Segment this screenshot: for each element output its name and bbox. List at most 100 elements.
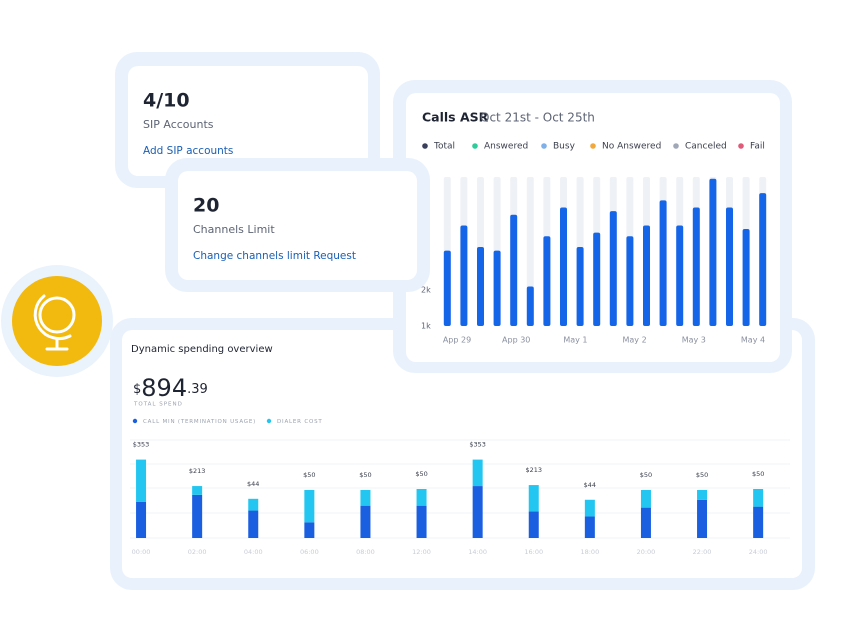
legend-label: Fail bbox=[750, 142, 765, 152]
bar bbox=[510, 214, 518, 326]
bar-annotation: $50 bbox=[359, 471, 371, 479]
legend-dot bbox=[132, 418, 138, 424]
globe-badge bbox=[12, 276, 102, 366]
bar-segment bbox=[360, 505, 371, 538]
currency: $ bbox=[133, 382, 141, 397]
channels-card bbox=[178, 171, 417, 280]
x-tick-label: 06:00 bbox=[300, 548, 319, 556]
bar-segment bbox=[136, 501, 147, 538]
bar-annotation: $213 bbox=[189, 467, 206, 475]
bar-annotation: $50 bbox=[752, 470, 764, 478]
bar-annotation: $50 bbox=[696, 471, 708, 479]
bar-segment bbox=[584, 516, 595, 538]
bar-annotation: $44 bbox=[247, 480, 259, 488]
x-tick-label: May 1 bbox=[563, 336, 587, 345]
amount: 894 bbox=[141, 374, 187, 402]
x-tick-label: 04:00 bbox=[244, 548, 263, 556]
legend-dot bbox=[422, 143, 428, 149]
bar-segment bbox=[584, 499, 595, 517]
globe-icon bbox=[33, 294, 76, 351]
bar bbox=[543, 236, 551, 326]
bar-segment bbox=[416, 489, 427, 506]
legend-label: Canceled bbox=[685, 142, 727, 152]
x-tick-label: 08:00 bbox=[356, 548, 375, 556]
bar-segment bbox=[753, 489, 764, 507]
bar bbox=[726, 207, 733, 326]
x-tick-label: 00:00 bbox=[132, 548, 151, 556]
bar-segment bbox=[304, 522, 315, 538]
bar-annotation: $353 bbox=[469, 441, 486, 449]
legend-label: DIALER COST bbox=[277, 419, 323, 425]
total-label: TOTAL SPEND bbox=[133, 402, 183, 408]
legend-dot bbox=[738, 143, 744, 149]
x-tick-label: May 2 bbox=[623, 336, 647, 345]
grid bbox=[130, 439, 790, 539]
bar bbox=[659, 200, 667, 326]
bar-segment bbox=[472, 486, 483, 538]
calls-chart: Total Answered Busy No Answered Canceled Fail… bbox=[421, 142, 767, 345]
bar-segment bbox=[416, 505, 427, 538]
card-value: 20 bbox=[193, 195, 219, 217]
sip-card bbox=[128, 66, 368, 176]
bar-annotation: $50 bbox=[303, 471, 315, 479]
bar bbox=[593, 232, 601, 326]
x-tick-label: 16:00 bbox=[524, 548, 543, 556]
bar bbox=[626, 236, 634, 326]
x-tick-label: 22:00 bbox=[693, 548, 712, 556]
bar-segment bbox=[248, 498, 259, 511]
bar bbox=[526, 286, 534, 326]
bar bbox=[493, 250, 501, 326]
x-tick-label: 18:00 bbox=[580, 548, 599, 556]
bar-segment bbox=[360, 489, 371, 506]
cents: .39 bbox=[187, 382, 208, 397]
x-tick-label: 14:00 bbox=[468, 548, 487, 556]
bar-segment bbox=[697, 499, 708, 538]
bar-segment bbox=[697, 489, 708, 500]
bar-annotation: $50 bbox=[640, 471, 652, 479]
card-link[interactable]: Change channels limit Request bbox=[193, 250, 356, 262]
bar-segment bbox=[192, 486, 203, 495]
legend-dot bbox=[541, 143, 547, 149]
bar-segment bbox=[528, 485, 539, 512]
spending-card bbox=[122, 330, 802, 578]
legend-label: No Answered bbox=[602, 142, 661, 152]
legend-label: Answered bbox=[484, 142, 528, 152]
card-label: SIP Accounts bbox=[143, 118, 214, 131]
card-label: Channels Limit bbox=[193, 223, 275, 236]
bar-segment bbox=[248, 510, 259, 538]
x-tick-label: May 4 bbox=[741, 336, 765, 345]
bar-segment bbox=[528, 511, 539, 538]
x-tick-label: 24:00 bbox=[749, 548, 768, 556]
bar-segment bbox=[640, 489, 651, 508]
bar-annotation: $50 bbox=[415, 470, 427, 478]
bar-segment bbox=[304, 489, 315, 523]
spending-title: Dynamic spending overview bbox=[131, 344, 273, 355]
bar bbox=[576, 247, 584, 326]
card-link[interactable]: Add SIP accounts bbox=[143, 145, 233, 157]
bar bbox=[692, 207, 700, 326]
bar bbox=[643, 225, 650, 326]
bar-annotation: $44 bbox=[584, 481, 596, 489]
bar-segment bbox=[753, 506, 764, 538]
total-spend: $894.39 bbox=[133, 374, 208, 402]
bar bbox=[460, 225, 468, 326]
x-tick-label: App 30 bbox=[502, 336, 530, 345]
bar-segment bbox=[640, 507, 651, 538]
bar-annotation: $213 bbox=[525, 466, 542, 474]
spending-chart: CALL MIN (TERMINATION USAGE) DIALER COST $… bbox=[132, 418, 768, 556]
bar bbox=[759, 193, 767, 326]
legend-label: Total bbox=[433, 142, 455, 152]
x-tick-label: 20:00 bbox=[637, 548, 656, 556]
legend-dot bbox=[266, 418, 272, 424]
bar bbox=[560, 207, 567, 326]
x-tick-label: 12:00 bbox=[412, 548, 431, 556]
calls-title: Calls ASR bbox=[422, 110, 489, 125]
legend-dot bbox=[673, 143, 679, 149]
legend-label: CALL MIN (TERMINATION USAGE) bbox=[143, 419, 256, 425]
card-value: 4/10 bbox=[143, 90, 190, 112]
bar-segment bbox=[136, 459, 147, 502]
calls-subtitle: Oct 21st - Oct 25th bbox=[480, 111, 595, 125]
bar-segment bbox=[472, 459, 483, 487]
legend-dot bbox=[590, 143, 596, 149]
